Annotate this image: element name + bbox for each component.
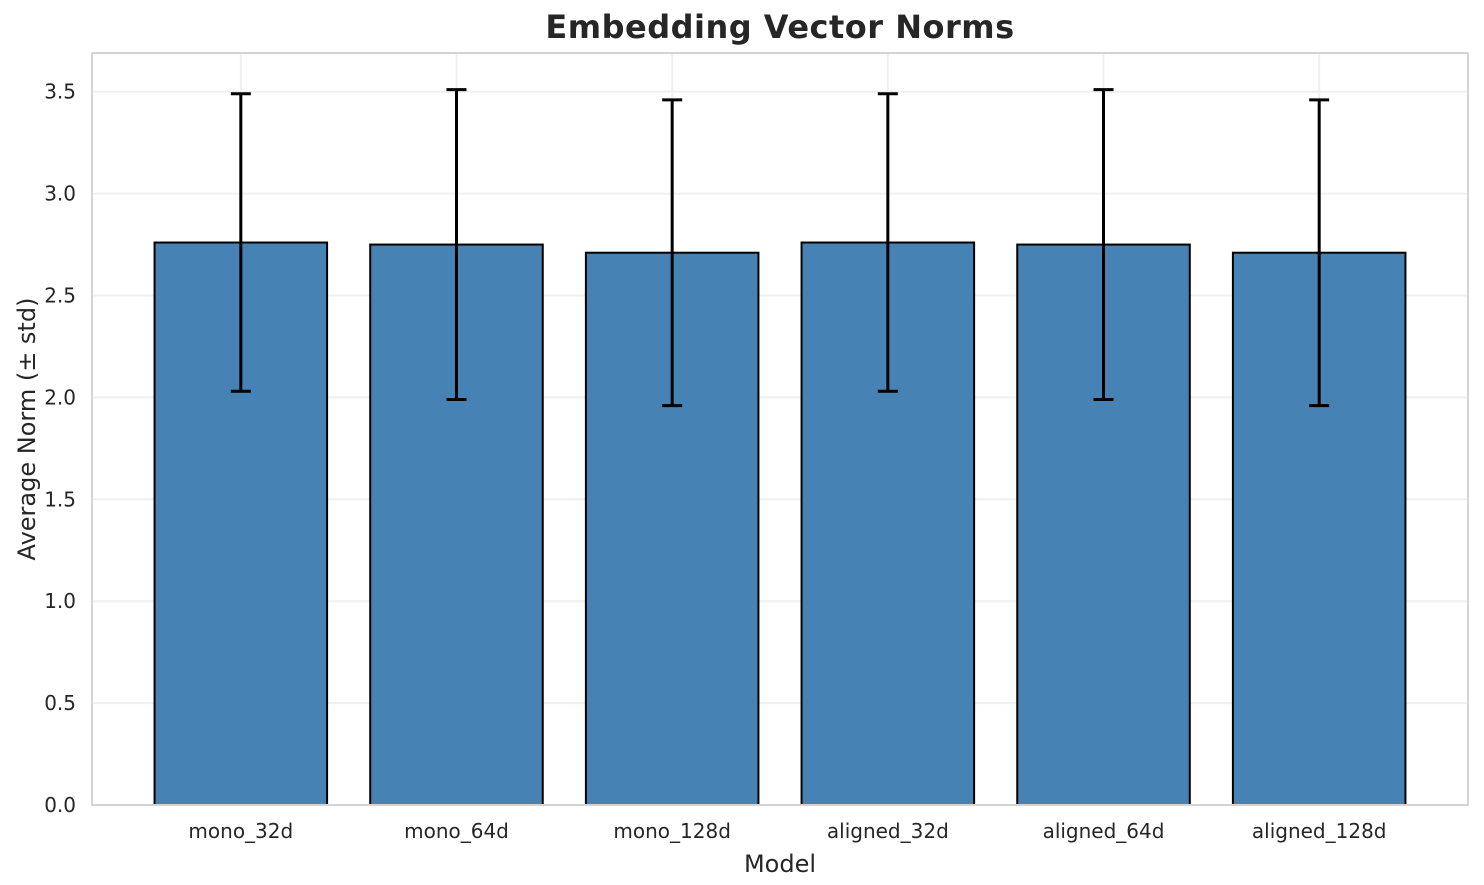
x-tick-label-aligned_128d: aligned_128d — [1252, 819, 1387, 843]
x-tick-label-mono_32d: mono_32d — [188, 819, 293, 843]
y-tick-label: 0.0 — [44, 793, 76, 817]
y-tick-label: 3.0 — [44, 182, 76, 206]
x-tick-label-aligned_64d: aligned_64d — [1043, 819, 1165, 843]
x-tick-label-mono_64d: mono_64d — [404, 819, 509, 843]
x-tick-label-aligned_32d: aligned_32d — [827, 819, 949, 843]
y-tick-label: 0.5 — [44, 691, 76, 715]
x-tick-label-mono_128d: mono_128d — [613, 819, 731, 843]
y-tick-label: 2.5 — [44, 284, 76, 308]
chart-title: Embedding Vector Norms — [545, 8, 1015, 46]
y-tick-label: 1.0 — [44, 589, 76, 613]
axes-frame — [91, 52, 1469, 806]
y-tick-label: 1.5 — [44, 487, 76, 511]
x-axis-label: Model — [743, 850, 817, 878]
y-tick-label: 2.0 — [44, 385, 76, 409]
y-tick-label: 3.5 — [44, 80, 76, 104]
